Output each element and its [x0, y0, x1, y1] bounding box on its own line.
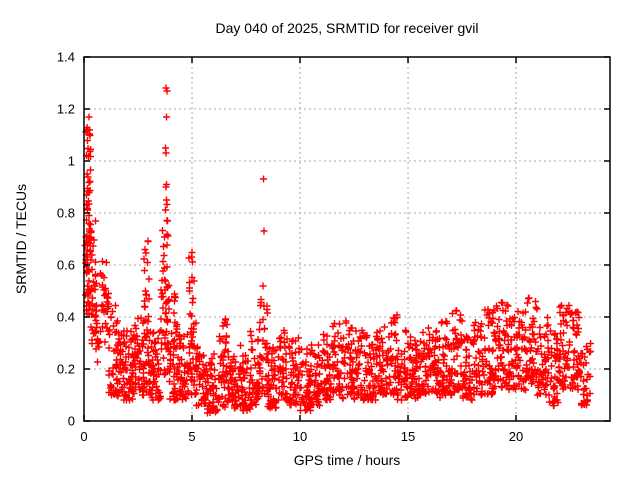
y-tick-label: 0.4: [57, 310, 75, 325]
scatter-points: [81, 84, 594, 417]
y-tick-label: 0.2: [57, 362, 75, 377]
plot-border: [83, 56, 611, 422]
y-tick-label: 1.2: [57, 102, 75, 117]
x-tick-label: 15: [401, 429, 415, 444]
chart-title: Day 040 of 2025, SRMTID for receiver gvi…: [215, 20, 479, 36]
x-tick-label: 5: [188, 429, 195, 444]
y-tick-label: 0: [68, 414, 75, 429]
y-tick-label: 1: [68, 154, 75, 169]
x-tick-label: 0: [80, 429, 87, 444]
y-tick-label: 0.6: [57, 258, 75, 273]
x-tick-label: 20: [509, 429, 523, 444]
y-tick-label: 1.4: [57, 50, 75, 65]
x-axis-title: GPS time / hours: [293, 452, 401, 468]
y-tick-label: 0.8: [57, 206, 75, 221]
x-tick-label: 10: [293, 429, 307, 444]
